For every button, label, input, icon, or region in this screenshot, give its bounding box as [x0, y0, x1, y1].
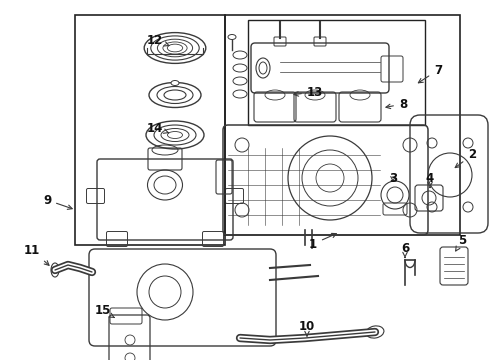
- Text: 15: 15: [95, 305, 114, 318]
- Ellipse shape: [164, 90, 186, 100]
- Text: 6: 6: [401, 242, 409, 257]
- Ellipse shape: [171, 81, 179, 85]
- Text: 9: 9: [43, 194, 72, 210]
- Text: 4: 4: [426, 171, 434, 188]
- Text: 10: 10: [299, 320, 315, 336]
- Ellipse shape: [154, 125, 196, 145]
- Text: 8: 8: [386, 98, 407, 111]
- Ellipse shape: [149, 82, 201, 108]
- Bar: [75, 15, 225, 245]
- Text: 1: 1: [309, 233, 336, 251]
- Text: 11: 11: [24, 243, 49, 265]
- Text: 2: 2: [455, 148, 476, 168]
- Text: 3: 3: [389, 171, 397, 184]
- Text: 5: 5: [456, 234, 466, 251]
- Text: 13: 13: [294, 85, 323, 99]
- Text: 7: 7: [418, 63, 442, 83]
- Bar: [225, 15, 460, 235]
- Bar: [248, 20, 425, 125]
- Ellipse shape: [157, 86, 193, 104]
- Text: 12: 12: [147, 33, 169, 46]
- Ellipse shape: [161, 129, 189, 141]
- Text: 14: 14: [147, 122, 169, 135]
- Ellipse shape: [146, 121, 204, 149]
- Ellipse shape: [168, 131, 182, 139]
